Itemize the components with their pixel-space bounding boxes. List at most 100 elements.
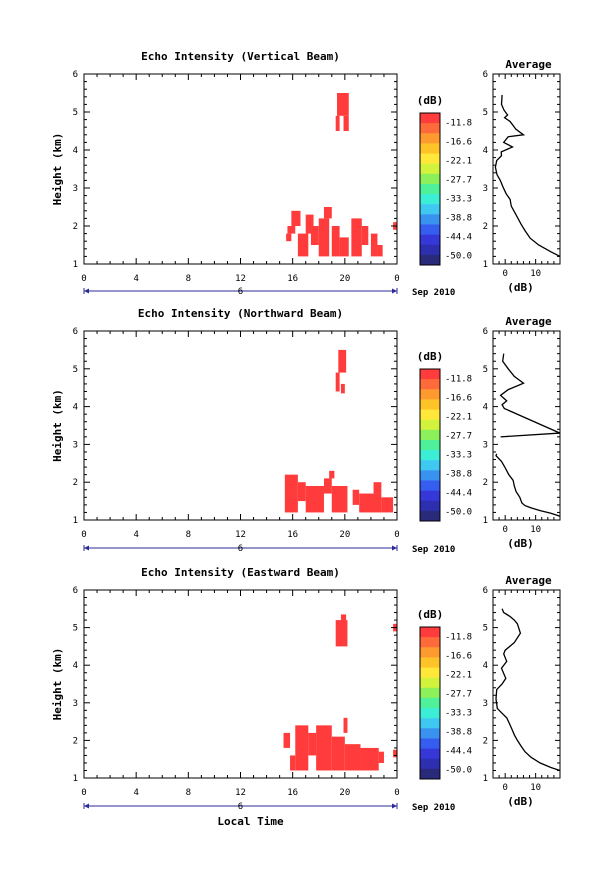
echo-cell bbox=[323, 207, 332, 219]
echo-cell bbox=[331, 736, 345, 771]
colorbar-label: -27.7 bbox=[445, 432, 472, 442]
average-x-label: (dB) bbox=[507, 281, 534, 294]
colorbar-swatch bbox=[420, 113, 440, 124]
colorbar-swatch bbox=[420, 677, 440, 689]
average-y-tick-label: 3 bbox=[483, 699, 488, 709]
echo-cell bbox=[381, 497, 394, 513]
colorbar-label: -22.1 bbox=[445, 157, 472, 167]
y-tick-label: 6 bbox=[73, 586, 78, 596]
x-tick-label: 0 bbox=[394, 274, 399, 284]
colorbar-swatch bbox=[420, 254, 440, 266]
echo-cell bbox=[305, 214, 314, 234]
average-y-tick-label: 1 bbox=[483, 516, 488, 526]
colorbar-swatch bbox=[420, 748, 440, 760]
x-tick-label: 0 bbox=[394, 530, 399, 540]
echo-cell bbox=[287, 226, 296, 234]
colorbar-label: -33.3 bbox=[445, 709, 472, 719]
date-arrow-right bbox=[392, 803, 397, 809]
colorbar-unit: (dB) bbox=[417, 94, 444, 107]
date-arrow-left bbox=[84, 803, 89, 809]
y-axis-label: Height (km) bbox=[51, 133, 64, 206]
echo-cell bbox=[329, 470, 335, 479]
y-tick-label: 6 bbox=[73, 70, 78, 80]
echo-cell bbox=[338, 349, 347, 373]
colorbar-label: -33.3 bbox=[445, 451, 472, 461]
date-marker: 6 bbox=[238, 287, 243, 297]
colorbar-swatch bbox=[420, 667, 440, 679]
echo-cell bbox=[351, 218, 362, 257]
echo-cell bbox=[297, 482, 306, 502]
colorbar-swatch bbox=[420, 768, 440, 780]
echo-cell bbox=[378, 751, 384, 763]
colorbar-label: -38.8 bbox=[445, 470, 472, 480]
y-tick-label: 2 bbox=[73, 222, 78, 232]
y-tick-label: 2 bbox=[73, 478, 78, 488]
colorbar-label: -11.8 bbox=[445, 119, 472, 129]
colorbar-label: -50.0 bbox=[445, 252, 472, 262]
colorbar-swatch bbox=[420, 450, 440, 461]
x-tick-label: 20 bbox=[339, 274, 350, 284]
x-tick-label: 4 bbox=[133, 274, 138, 284]
echo-cell bbox=[318, 218, 330, 257]
colorbar-swatch bbox=[420, 379, 440, 390]
average-y-tick-label: 3 bbox=[483, 440, 488, 450]
colorbar-swatch bbox=[420, 153, 440, 165]
colorbar-swatch bbox=[420, 460, 440, 471]
colorbar-swatch bbox=[420, 419, 440, 431]
echo-cell bbox=[377, 245, 383, 257]
colorbar-swatch bbox=[420, 738, 440, 750]
echo-cell bbox=[361, 226, 369, 245]
colorbar-swatch bbox=[420, 234, 440, 246]
echo-cell bbox=[310, 226, 319, 245]
colorbar-label: -11.8 bbox=[445, 633, 472, 643]
echo-cell bbox=[352, 489, 360, 505]
x-tick-label: 4 bbox=[133, 788, 138, 798]
echo-cell bbox=[340, 383, 345, 394]
y-tick-label: 3 bbox=[73, 699, 78, 709]
average-profile-line bbox=[494, 94, 561, 257]
colorbar-label: -33.3 bbox=[445, 195, 472, 205]
colorbar-swatch bbox=[420, 143, 440, 155]
colorbar-swatch bbox=[420, 409, 440, 421]
y-axis-label: Height (km) bbox=[51, 648, 64, 721]
colorbar-swatch bbox=[420, 510, 440, 522]
echo-cell bbox=[297, 233, 309, 257]
average-y-tick-label: 6 bbox=[483, 586, 488, 596]
y-tick-label: 1 bbox=[73, 774, 78, 784]
x-axis-label: Local Time bbox=[217, 815, 284, 828]
colorbar-label: -16.6 bbox=[445, 138, 472, 148]
panel-3: Echo Intensity (Eastward Beam)0 4 8 12 16 20 0… bbox=[51, 566, 561, 813]
echo-cell bbox=[284, 474, 298, 513]
echo-cell bbox=[337, 93, 349, 116]
colorbar-swatch bbox=[420, 470, 440, 481]
plot-frame bbox=[83, 73, 398, 265]
y-tick-label: 5 bbox=[73, 365, 78, 375]
y-tick-label: 1 bbox=[73, 260, 78, 270]
colorbar-swatch bbox=[420, 214, 440, 225]
average-x-tick-label: 10 bbox=[530, 783, 541, 793]
average-y-tick-label: 2 bbox=[483, 478, 488, 488]
x-tick-label: 16 bbox=[287, 788, 298, 798]
x-tick-label: 16 bbox=[287, 274, 298, 284]
colorbar-swatch bbox=[420, 244, 440, 256]
x-tick-label: 0 bbox=[81, 530, 86, 540]
x-tick-label: 4 bbox=[133, 530, 138, 540]
x-tick-label: 12 bbox=[235, 788, 246, 798]
colorbar-swatch bbox=[420, 194, 440, 205]
echo-cell bbox=[290, 755, 296, 771]
colorbar-swatch bbox=[420, 183, 440, 195]
x-tick-label: 8 bbox=[186, 530, 191, 540]
average-title: Average bbox=[505, 574, 552, 587]
y-tick-label: 3 bbox=[73, 184, 78, 194]
y-axis-label: Height (km) bbox=[51, 389, 64, 462]
y-tick-label: 2 bbox=[73, 736, 78, 746]
colorbar-swatch bbox=[420, 439, 440, 451]
colorbar-frame bbox=[419, 112, 441, 266]
colorbar-swatch bbox=[420, 429, 440, 441]
colorbar-label: -16.6 bbox=[445, 394, 472, 404]
x-tick-label: 20 bbox=[339, 788, 350, 798]
echo-cell bbox=[343, 717, 348, 733]
echo-cell bbox=[339, 237, 349, 257]
colorbar-label: -11.8 bbox=[445, 375, 472, 385]
